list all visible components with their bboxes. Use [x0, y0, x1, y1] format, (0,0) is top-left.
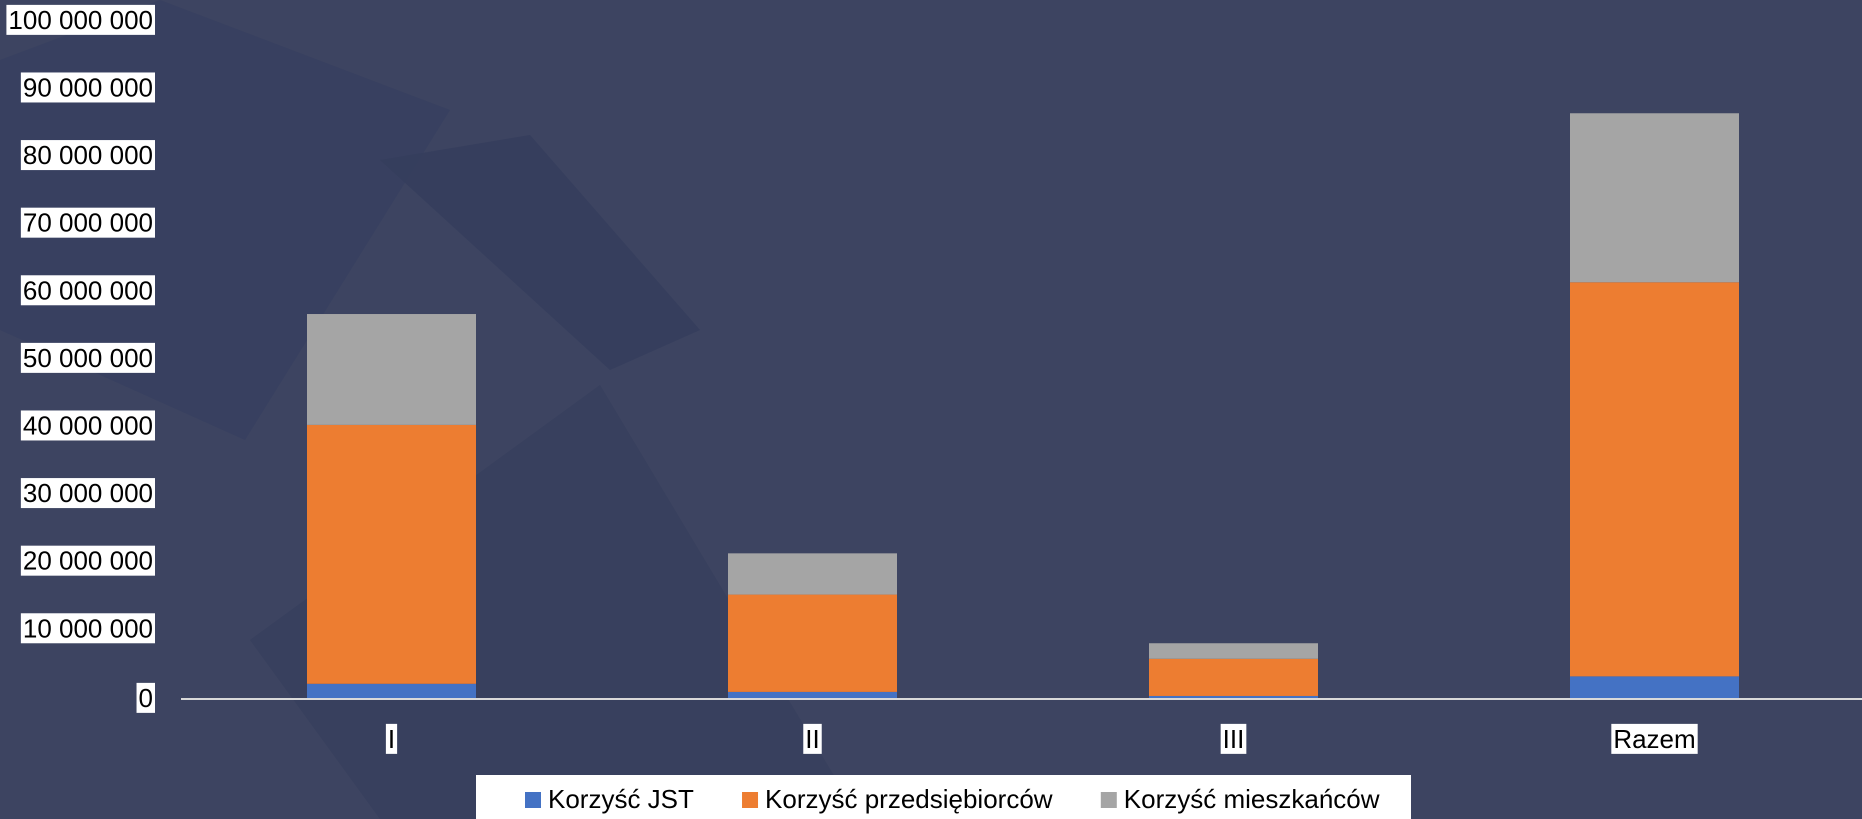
plot-area: 0 10 000 000 20 000 000 30 000 000 40 000 00… [6, 4, 1862, 754]
y-tick-label-group: 0 [136, 682, 155, 713]
bar-segment [1570, 676, 1739, 698]
bar-segment [307, 424, 476, 684]
bar-segment [307, 683, 476, 698]
bar-segment [728, 553, 897, 595]
y-tick-label-group: 30 000 000 [20, 478, 155, 509]
x-tick-label-group: II [803, 723, 822, 754]
y-tick-label: 100 000 000 [8, 5, 153, 35]
y-tick-label: 20 000 000 [23, 546, 153, 576]
y-tick-label-bg [20, 613, 155, 644]
y-tick-label: 60 000 000 [23, 275, 153, 305]
y-tick-label: 50 000 000 [23, 343, 153, 373]
bar-segment [1149, 695, 1318, 698]
y-tick-label-bg [20, 342, 155, 373]
y-tick-label-group: 10 000 000 [20, 613, 155, 644]
x-tick-label: I [388, 724, 395, 754]
bar-segment [1570, 282, 1739, 677]
y-tick-label-bg [20, 140, 155, 171]
y-tick-label-group: 40 000 000 [20, 410, 155, 441]
y-tick-label-group: 20 000 000 [20, 545, 155, 576]
legend: Korzyść JST Korzyść przedsiębiorców Korzyś… [525, 784, 1380, 814]
y-tick-label: 90 000 000 [23, 72, 153, 102]
y-tick-label-bg [20, 478, 155, 509]
y-tick-label-group: 90 000 000 [20, 72, 155, 103]
y-tick-label-group: 60 000 000 [20, 275, 155, 306]
decoration [250, 385, 860, 819]
x-tick-label-group: Razem [1611, 723, 1698, 754]
y-tick-label: 40 000 000 [23, 410, 153, 440]
y-tick-label-bg [20, 545, 155, 576]
x-tick-label-bg [1220, 723, 1247, 754]
y-tick-label: 0 [139, 683, 153, 713]
x-tick-label-bg [1611, 723, 1698, 754]
x-tick-label-bg [803, 723, 822, 754]
legend-label: Korzyść mieszkańców [1124, 784, 1380, 814]
bar-segment [1149, 643, 1318, 659]
x-tick-label: Razem [1613, 724, 1695, 754]
y-tick-label-group: 80 000 000 [20, 140, 155, 171]
bar-segment [1149, 658, 1318, 696]
y-tick-label: 30 000 000 [23, 478, 153, 508]
bar-segment [307, 314, 476, 425]
x-tick-label: III [1223, 724, 1245, 754]
legend-box [476, 775, 1411, 819]
y-tick-label-bg [20, 410, 155, 441]
y-tick-label-bg [20, 72, 155, 103]
y-tick-label: 10 000 000 [23, 613, 153, 643]
y-tick-label-bg [20, 207, 155, 238]
x-tick-label-group: III [1220, 723, 1247, 754]
legend-label: Korzyść JST [548, 784, 694, 814]
y-tick-label: 80 000 000 [23, 140, 153, 170]
x-tick-label: II [805, 724, 819, 754]
y-tick-label-bg [6, 4, 155, 35]
legend-swatch [742, 792, 759, 808]
bar-segment [1570, 113, 1739, 283]
legend-label: Korzyść przedsiębiorców [765, 784, 1053, 814]
legend-swatch [1100, 792, 1117, 808]
decoration [380, 135, 700, 370]
x-tick-label-bg [385, 723, 398, 754]
y-tick-label-group: 50 000 000 [20, 342, 155, 373]
y-tick-label-bg [136, 682, 155, 713]
decoration [0, 0, 450, 440]
y-tick-label-group: 100 000 000 [6, 4, 155, 35]
x-tick-label-group: I [385, 723, 398, 754]
legend-swatch [525, 792, 541, 808]
y-tick-label-group: 70 000 000 [20, 207, 155, 238]
bar-segment [728, 594, 897, 692]
y-tick-label: 70 000 000 [23, 208, 153, 238]
y-tick-label-bg [20, 275, 155, 306]
bar-segment [728, 691, 897, 698]
